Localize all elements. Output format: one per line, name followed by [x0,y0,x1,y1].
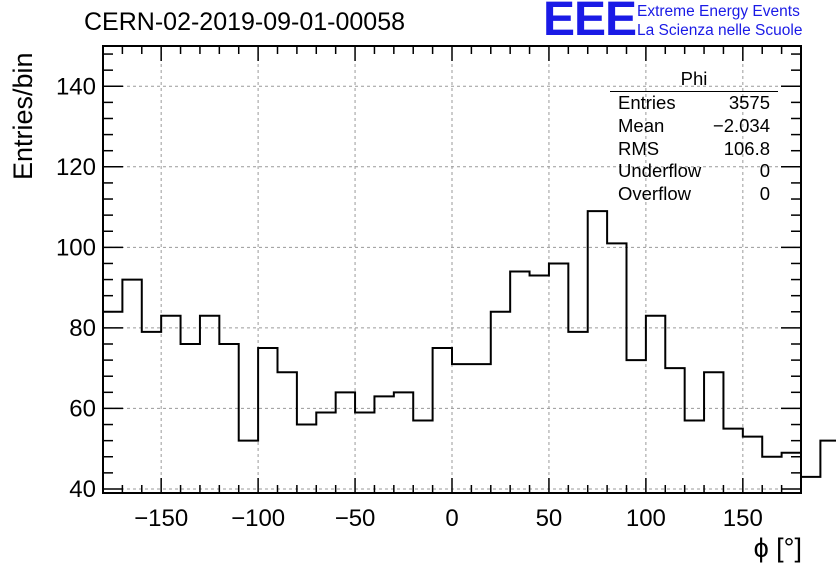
x-tick-label: −100 [231,505,285,532]
stats-value: 3575 [728,92,770,113]
stats-label: RMS [618,137,660,159]
stats-value: 0 [759,160,770,182]
stats-label: Entries [618,92,676,113]
y-tick-label: 140 [56,73,96,100]
stats-value: 106.8 [723,137,770,159]
x-tick-label: 100 [626,505,666,532]
x-tick-label: 0 [445,505,458,532]
x-tick-label: 150 [723,505,763,532]
chart-title: CERN-02-2019-09-01-00058 [84,8,406,36]
logo-caption-line-1: Extreme Energy Events [637,3,800,20]
x-tick-label: 50 [536,505,563,532]
stats-box: Phi Entries 3575 Mean −2.034 RMS 106.8 U… [610,68,778,206]
stats-row-overflow: Overflow 0 [610,183,778,206]
stats-value: 0 [759,183,770,205]
x-tick-label: −50 [335,505,376,532]
histogram-series [103,210,836,478]
y-tick-label: 80 [69,315,96,342]
stats-row-entries: Entries 3575 [610,92,778,115]
logo-caption-line-2: La Scienza nelle Scuole [637,22,803,39]
stats-label: Overflow [618,183,691,205]
x-tick-label: −150 [134,505,188,532]
y-axis-label: Entries/bin [8,52,38,180]
stats-row-rms: RMS 106.8 [610,138,778,161]
eee-logo: EEE [543,0,637,46]
x-axis-label: ϕ [°] [753,533,802,563]
stats-label: Mean [618,114,665,136]
stats-row-underflow: Underflow 0 [610,160,778,183]
plot-frame [102,45,802,494]
y-tick-label: 40 [69,476,96,503]
y-tick-label: 100 [56,234,96,261]
stats-row-mean: Mean −2.034 [610,115,778,138]
stats-label: Underflow [618,160,702,182]
tick-labels: −150 −100 −50 0 50 100 150 40 60 80 100 120 140 [56,73,763,532]
stats-title: Phi [610,68,778,92]
logo-caption: Extreme Energy Events La Scienza nelle S… [637,2,802,40]
stats-value: −2.034 [712,114,770,136]
y-tick-label: 60 [69,395,96,422]
y-tick-label: 120 [56,154,96,181]
